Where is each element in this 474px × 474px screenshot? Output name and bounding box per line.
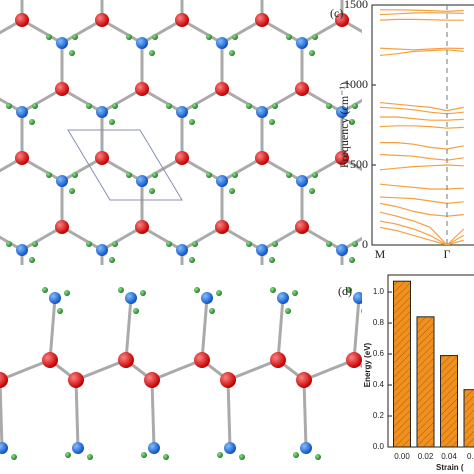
phonon-band [380,116,464,121]
phonon-band [380,142,464,150]
y-tick-label: 0 [362,237,368,251]
panel-label: (d) [338,284,352,298]
x-tick-label: 0.02 [418,452,434,461]
phonon-band [380,9,464,13]
phonon-band [379,12,464,16]
phonon-band [379,49,464,56]
unit-cell [67,129,183,201]
x-axis-label: Strain ( [436,463,464,472]
phonon-band [379,164,464,171]
phonon-band [379,154,464,161]
y-tick-label: 1500 [344,0,368,11]
plots: 0 500 1000 1500(c) Frequency (cm⁻¹) M Γ 0.0 0.2 0… [330,0,474,472]
x-tick-label: Γ [444,247,451,261]
phonon-band [379,47,464,51]
y-tick-label: 0.0 [373,442,385,451]
bar-hatch [440,355,458,447]
y-tick-label: 1000 [344,77,368,91]
phonon-band [379,18,464,21]
x-tick-label: 0.0 [467,452,474,461]
side-view-structure [0,285,362,474]
phonon-band [379,183,464,190]
plot-frame [371,4,474,246]
y-tick-label: 0.8 [373,318,385,327]
bar-hatch [417,316,434,447]
phonon-band [379,106,464,115]
panel-label: (c) [330,6,343,20]
phonon-band [379,102,464,112]
y-tick-label: 0.6 [373,349,385,358]
bar-hatch [393,281,411,447]
x-tick-label: M [375,247,386,261]
bar-hatch [464,389,474,447]
phonon-band [379,202,464,217]
phonon-band [379,196,464,205]
top-view-structure [0,0,362,265]
phonon-band [379,125,464,129]
y-axis-label: Energy (eV) [363,342,372,387]
y-tick-label: 0.2 [373,411,385,420]
phonon-band [379,211,465,245]
y-axis-label: Frequency (cm⁻¹) [337,82,351,168]
y-tick-label: 0.4 [373,380,385,389]
bands [379,9,465,245]
phonon-band [379,226,464,245]
y-tick-label: 1.0 [373,287,385,296]
x-tick-label: 0.04 [441,452,457,461]
y-tick-label: 500 [350,157,368,171]
x-tick-label: 0.00 [394,452,410,461]
phonon-band [379,220,465,245]
